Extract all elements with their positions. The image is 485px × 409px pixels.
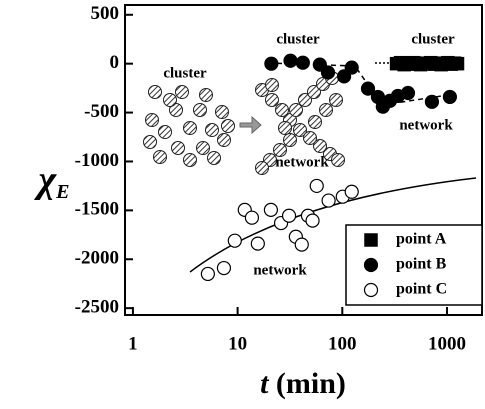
inset-particle [164,94,177,107]
marker-circle [265,57,278,70]
y-label-symbol: χ [33,159,57,201]
inset-particle [184,122,197,135]
annotation: cluster [411,31,455,47]
inset-particle [208,152,221,165]
inset-particle [176,86,189,99]
x-tick-label: 100 [328,333,357,354]
marker-circle [365,259,378,272]
inset-arrow [240,117,261,133]
x-axis-label: t (min) [260,367,346,400]
inset-particle [216,106,229,119]
marker-circle [322,194,335,207]
inset-particle [184,154,197,167]
y-tick-label: 0 [110,52,120,73]
inset-particle [279,122,292,135]
inset-particle [309,116,322,129]
y-tick-label: 500 [91,3,120,24]
marker-circle [217,262,230,275]
marker-circle [443,90,456,103]
marker-circle [310,179,323,192]
inset-particle [330,94,343,107]
y-label-subscript: E [55,181,69,203]
annotation: network [253,262,307,278]
marker-circle [345,185,358,198]
inset-particle [332,154,345,167]
marker-circle [321,66,334,79]
marker-circle [245,211,258,224]
inset-particle [194,104,207,117]
marker-circle [283,209,296,222]
legend-label: point C [396,281,447,298]
inset-particle [222,120,235,133]
marker-circle [295,238,308,251]
x-tick-label: 1000 [428,333,466,354]
y-tick-label: -2500 [75,297,119,318]
marker-circle [264,203,277,216]
annotation: cluster [276,31,320,47]
legend: point A point B point C [346,225,482,305]
y-tick-label: -2000 [75,248,119,269]
legend-label: point A [396,231,447,248]
inset-particle [218,134,231,147]
marker-square [451,58,463,70]
inset-particle [197,142,210,155]
inset-particle [146,114,159,127]
annotation: cluster [163,65,207,81]
inset-particle [206,124,219,137]
inset-particle [284,134,297,147]
marker-circle [201,267,214,280]
inset-particle [149,86,162,99]
x-label-unit: (min) [276,367,346,400]
marker-circle [296,56,309,69]
inset-particle [200,89,213,102]
marker-circle [425,95,438,108]
marker-circle [228,234,241,247]
chart: cluster cluster cluster network network … [0,0,485,409]
inset-particle [172,142,185,155]
y-tick-label: -1000 [75,150,119,171]
marker-circle [284,54,297,67]
inset-particle [266,94,279,107]
y-tick-label: -1500 [75,199,119,220]
x-label-variable: t [260,367,270,400]
inset-particle [144,136,157,149]
annotation: network [275,154,329,170]
inset-particle [320,104,333,117]
marker-circle [306,214,319,227]
inset-particle [266,79,279,92]
y-tick-label: -500 [84,101,119,122]
marker-circle [401,87,414,100]
x-tick-label: 1 [128,333,138,354]
inset-particle [159,126,172,139]
marker-circle [251,237,264,250]
marker-circle [345,61,358,74]
legend-label: point B [396,256,447,273]
x-tick-label: 10 [228,333,247,354]
marker-circle [365,284,378,297]
annotation: network [399,117,453,133]
y-axis-label: χE [33,159,69,203]
inset-particle [256,162,269,175]
inset-particle [154,151,167,164]
marker-square [365,234,377,246]
inset-particle [290,104,303,117]
